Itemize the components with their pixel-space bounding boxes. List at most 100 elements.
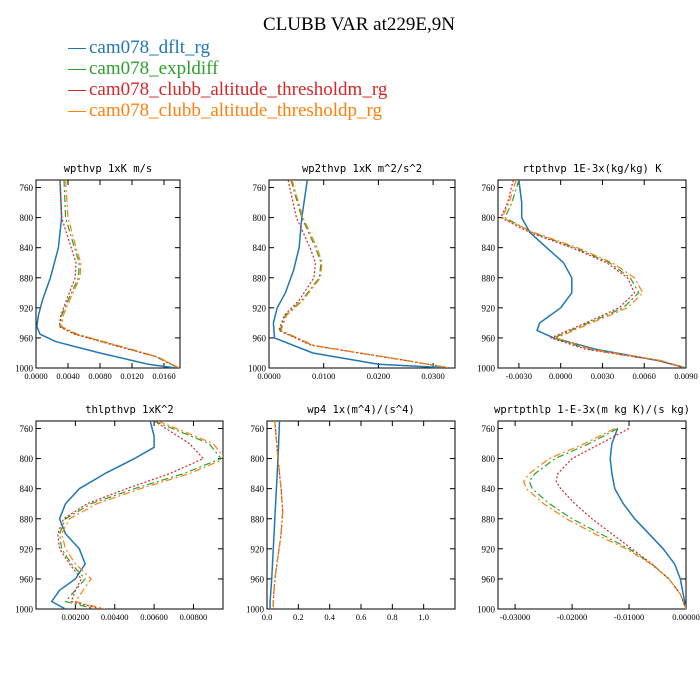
x-tick-label: 0.0000 xyxy=(24,371,47,381)
y-tick-label: 1000 xyxy=(248,364,267,374)
series-line-dflt xyxy=(609,428,686,609)
series-line-thresholdm xyxy=(58,180,179,368)
series-line-dflt xyxy=(269,421,281,609)
y-tick-label: 920 xyxy=(253,303,267,313)
y-tick-label: 760 xyxy=(251,424,265,434)
y-tick-label: 760 xyxy=(20,183,34,193)
legend-label-dflt: cam078_dflt_rg xyxy=(89,37,211,58)
y-tick-label: 960 xyxy=(482,333,496,343)
y-tick-label: 800 xyxy=(20,213,34,223)
panel-title: wp2thvp 1xK m^2/s^2 xyxy=(302,163,422,175)
y-tick-label: 920 xyxy=(482,303,496,313)
y-tick-label: 880 xyxy=(20,514,34,524)
x-tick-label: -0.02000 xyxy=(557,612,587,622)
y-tick-label: 840 xyxy=(251,484,265,494)
legend-label-thresholdp: cam078_clubb_altitude_thresholdp_rg xyxy=(89,100,383,121)
y-tick-label: 800 xyxy=(482,454,496,464)
y-tick-label: 760 xyxy=(482,183,496,193)
y-tick-label: 1000 xyxy=(477,605,496,615)
y-tick-label: 880 xyxy=(251,514,265,524)
y-tick-label: 800 xyxy=(251,454,265,464)
x-tick-label: 0.00000 xyxy=(672,612,700,622)
series-line-expldiff xyxy=(59,180,179,368)
panel-frame xyxy=(35,420,224,610)
y-tick-label: 880 xyxy=(20,273,34,283)
y-tick-label: 880 xyxy=(253,273,267,283)
y-tick-label: 880 xyxy=(482,514,496,524)
series-line-thresholdp xyxy=(280,180,450,368)
x-tick-label: 0.00600 xyxy=(140,612,168,622)
x-tick-label: -0.03000 xyxy=(500,612,530,622)
legend-item-expldiff: cam078_expldiff xyxy=(68,58,387,79)
y-tick-label: 1000 xyxy=(15,605,34,615)
series-line-dflt xyxy=(50,421,155,609)
x-tick-label: 0.0200 xyxy=(367,371,390,381)
x-tick-label: 0.0000 xyxy=(549,371,572,381)
legend-item-thresholdp: cam078_clubb_altitude_thresholdp_rg xyxy=(68,100,387,121)
x-tick-label: 0.0300 xyxy=(421,371,444,381)
panel-title: wpthvp 1xK m/s xyxy=(64,163,153,175)
y-tick-label: 960 xyxy=(253,333,267,343)
y-tick-label: 760 xyxy=(482,424,496,434)
series-line-dflt xyxy=(272,180,450,368)
panel-frame xyxy=(497,179,687,369)
x-tick-label: 1.0 xyxy=(418,612,429,622)
x-tick-label: 0.00400 xyxy=(101,612,129,622)
y-tick-label: 840 xyxy=(482,484,496,494)
series-line-expldiff xyxy=(528,427,686,609)
series-line-expldiff xyxy=(58,421,222,609)
x-tick-label: 0.0090 xyxy=(674,371,697,381)
panel-frame xyxy=(35,179,181,369)
x-tick-label: 0.0030 xyxy=(591,371,614,381)
series-line-dflt xyxy=(518,180,686,368)
y-tick-label: 960 xyxy=(20,333,34,343)
y-tick-label: 880 xyxy=(482,273,496,283)
legend-line-dflt xyxy=(68,48,86,50)
series-line-thresholdm xyxy=(272,421,284,609)
x-tick-label: 0.0060 xyxy=(633,371,656,381)
x-tick-label: 0.00200 xyxy=(62,612,90,622)
legend-label-thresholdm: cam078_clubb_altitude_thresholdm_rg xyxy=(89,79,388,100)
series-line-thresholdm xyxy=(555,427,686,609)
series-line-thresholdm xyxy=(278,180,450,368)
series-line-expldiff xyxy=(504,180,686,368)
page-title: CLUBB VAR at229E,9N xyxy=(263,14,455,35)
panel-title: wprtpthlp 1-E-3x(m kg K)/(s kg) xyxy=(494,404,690,416)
x-tick-label: 0.0160 xyxy=(152,371,175,381)
x-tick-label: 0.0100 xyxy=(312,371,335,381)
legend: cam078_dflt_rg cam078_expldiff cam078_cl… xyxy=(68,37,387,121)
y-tick-label: 920 xyxy=(20,303,34,313)
y-tick-label: 840 xyxy=(20,243,34,253)
y-tick-label: 1000 xyxy=(477,364,496,374)
series-line-thresholdp xyxy=(272,421,284,609)
panel-title: rtpthvp 1E-3x(kg/kg) K xyxy=(522,163,662,175)
x-tick-label: 0.0080 xyxy=(88,371,111,381)
series-line-thresholdm xyxy=(500,180,686,368)
y-tick-label: 920 xyxy=(20,544,34,554)
x-tick-label: 0.0120 xyxy=(120,371,143,381)
y-tick-label: 1000 xyxy=(15,364,34,374)
y-tick-label: 760 xyxy=(253,183,267,193)
y-tick-label: 920 xyxy=(251,544,265,554)
y-tick-label: 960 xyxy=(251,574,265,584)
legend-item-thresholdm: cam078_clubb_altitude_thresholdm_rg xyxy=(68,79,387,100)
x-tick-label: 0.4 xyxy=(324,612,335,622)
series-line-thresholdp xyxy=(60,421,223,609)
x-tick-label: 0.0 xyxy=(262,612,273,622)
panel-title: thlpthvp 1xK^2 xyxy=(85,404,174,416)
y-tick-label: 800 xyxy=(20,454,34,464)
x-tick-label: 0.2 xyxy=(293,612,304,622)
x-tick-label: 0.00800 xyxy=(180,612,208,622)
x-tick-label: -0.0030 xyxy=(506,371,532,381)
x-tick-label: -0.01000 xyxy=(614,612,644,622)
series-line-thresholdp xyxy=(522,427,686,609)
series-line-thresholdp xyxy=(501,180,686,368)
panel-frame xyxy=(497,420,687,610)
series-line-dflt xyxy=(36,180,177,368)
x-tick-label: 0.0000 xyxy=(257,371,280,381)
x-tick-label: 0.0040 xyxy=(56,371,79,381)
y-tick-label: 840 xyxy=(20,484,34,494)
series-line-thresholdp xyxy=(60,180,180,368)
y-tick-label: 840 xyxy=(482,243,496,253)
